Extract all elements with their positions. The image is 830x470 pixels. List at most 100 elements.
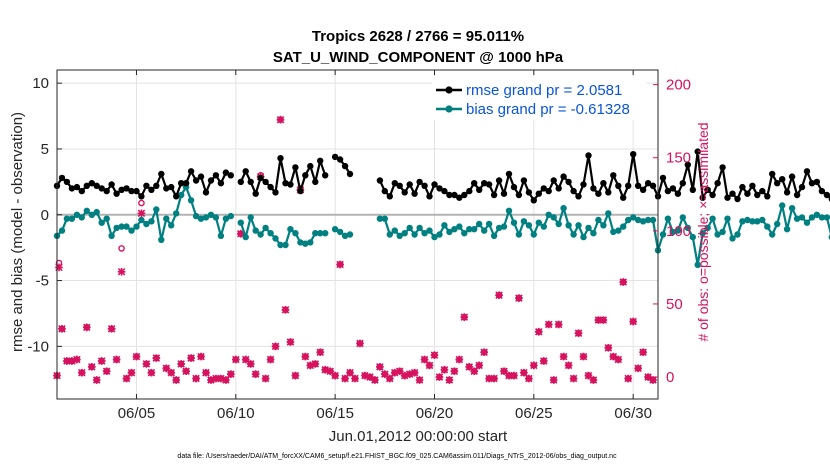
obs-assimilated-marker [276,115,285,124]
obs-assimilated-marker [510,371,518,380]
bias-point [689,233,696,241]
bias-point [545,211,552,218]
rmse-point [610,172,617,179]
bias-point [485,220,493,228]
bias-point [158,236,165,243]
bias-point [500,223,508,230]
obs-assimilated-marker [301,352,310,361]
obs-assimilated-marker [87,362,96,371]
obs-assimilated-marker [574,329,583,338]
bias-point [779,202,786,209]
obs-assimilated-marker [117,267,126,276]
rmse-point [560,173,567,180]
rmse-point [182,180,190,187]
rmse-point [481,180,488,187]
rmse-point [550,177,557,184]
obs-assimilated-marker [549,376,558,384]
obs-assimilated-marker [102,367,111,376]
obs-assimilated-marker [564,361,573,370]
rmse-point [143,182,150,189]
bias-point [540,223,547,230]
rmse-point [197,173,205,180]
bias-point [793,215,801,222]
rmse-point [466,187,473,195]
bias-point [376,215,384,222]
bias-point [113,224,120,232]
legend-box [432,76,646,120]
bias-point [287,226,294,233]
bias-point [441,222,448,229]
bias-point [510,219,518,226]
rmse-point [376,177,384,184]
obs-assimilated-marker [366,373,374,381]
bias-point [411,231,418,238]
rmse-point [317,157,324,164]
right-y-tick-label: 200 [666,77,691,94]
bias-point [759,216,766,224]
obs-assimilated-marker [639,348,647,357]
rmse-point [505,170,513,178]
bias-point [341,232,349,239]
bias-point [331,226,339,233]
bias-point [217,232,225,239]
rmse-point [485,181,493,188]
obs-assimilated-marker [440,365,449,374]
bias-point [108,232,115,239]
bias-point [336,228,344,236]
bias-point [282,241,289,249]
bias-point [625,216,632,224]
rmse-point [545,187,552,195]
bias-point [237,219,244,226]
rmse-point [426,193,433,200]
obs-assimilated-marker [649,376,657,384]
obs-assimilated-marker [167,368,176,377]
rmse-point [580,181,587,188]
bias-point [88,211,96,218]
bias-point [446,228,453,236]
obs-assimilated-marker [405,370,414,378]
obs-assimilated-marker [55,263,63,272]
bias-point [426,227,433,234]
obs-assimilated-marker [73,355,81,364]
bias-point [456,223,463,230]
rmse-point [471,180,478,187]
rmse-point [575,193,582,200]
bias-point [605,210,612,217]
rmse-point [823,191,830,199]
rmse-point [272,189,279,196]
bias-point [192,212,200,220]
x-tick-label: 06/10 [217,405,255,422]
bias-point [679,214,686,221]
rmse-point [307,162,314,170]
obs-assimilated-marker [529,361,538,370]
rmse-point [173,193,180,200]
bias-point [297,239,304,246]
rmse-point [714,180,721,187]
rmse-point [431,181,438,188]
obs-assimilated-marker [177,360,186,368]
rmse-point [476,186,483,193]
obs-assimilated-marker [455,355,464,364]
bias-point [798,214,806,221]
bias-point [565,222,572,229]
obs-assimilated-marker [351,374,359,383]
obs-assimilated-marker [485,374,493,383]
rmse-point [565,178,572,186]
obs-assimilated-marker [227,370,235,378]
obs-assimilated-marker [182,367,190,376]
rmse-point [724,194,731,201]
bias-point [724,215,731,222]
rmse-point [391,180,398,187]
rmse-point [113,190,120,197]
bias-point [803,219,811,226]
obs-assimilated-marker [534,327,543,336]
obs-assimilated-marker [217,374,225,383]
rmse-point [178,180,185,187]
obs-assimilated-marker [212,374,220,383]
rmse-point [217,180,225,187]
y-tick-label: -5 [36,273,49,290]
obs-assimilated-marker [132,352,141,361]
bias-point [128,227,135,234]
rmse-point [262,178,269,186]
